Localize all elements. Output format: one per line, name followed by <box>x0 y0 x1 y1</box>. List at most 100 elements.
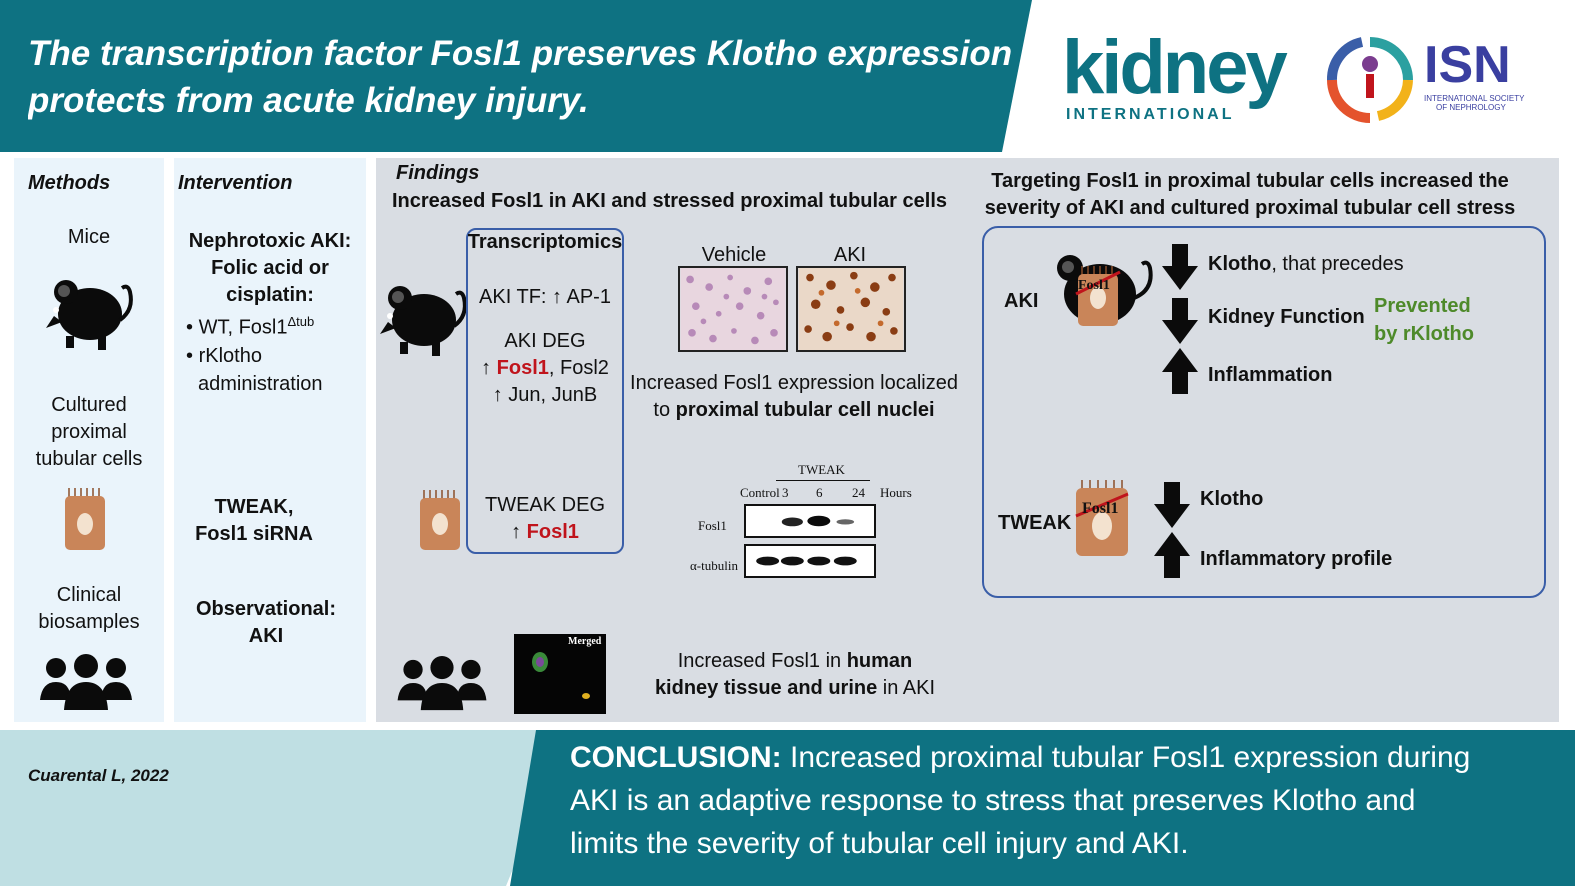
aki-tf-text: AKI TF: ↑ AP-1 <box>479 286 611 308</box>
prevented-line-1: Prevented <box>1374 295 1471 317</box>
logo-kidney-subtitle: INTERNATIONAL <box>1066 106 1235 123</box>
aki-deg-fosl1: Fosl1 <box>496 357 549 379</box>
blot-hours-label: Hours <box>880 485 912 500</box>
intervention-bullet-1-sup: Δtub <box>287 314 315 329</box>
tweak-deg-fosl1: Fosl1 <box>526 521 579 543</box>
tweak-klotho-down-arrow-icon <box>1154 482 1190 528</box>
targeting-title: Targeting Fosl1 in proximal tubular cell… <box>970 168 1530 222</box>
methods-clinical-line-2: biosamples <box>38 611 140 633</box>
aki-klotho-rest: , that precedes <box>1271 253 1404 275</box>
aki-deg-title: AKI DEG <box>504 330 586 352</box>
aki-crossed-fosl1-label: Fosl1 <box>1078 278 1110 293</box>
blot-tubulin-band-panel <box>744 544 876 578</box>
aki-deg-fosl-line: ↑ Fosl1, Fosl2 <box>462 355 628 382</box>
merged-label: Merged <box>568 636 602 647</box>
findings-mouse-icon <box>380 286 467 356</box>
conclusion-line-2: AKI is an adaptive response to stress th… <box>570 784 1416 817</box>
tubular-cell-icon <box>65 488 105 550</box>
human-caption-line-1: Increased Fosl1 in human <box>620 648 970 675</box>
isn-subtitle-1: INTERNATIONAL SOCIETY <box>1424 94 1525 103</box>
methods-heading: Methods <box>28 172 111 194</box>
bullet-dot: • <box>186 344 194 367</box>
blot-lane-24: 24 <box>852 485 865 500</box>
vehicle-label: Vehicle <box>701 244 767 266</box>
aki-deg-jun-line: ↑ Jun, JunB <box>492 384 598 406</box>
tweak-klotho-text: Klotho <box>1200 488 1264 510</box>
methods-cultured-line-2: proximal <box>51 421 127 443</box>
isn-wordmark: ISN <box>1424 36 1511 94</box>
bullet-dot: • <box>186 316 194 339</box>
blot-lane-6: 6 <box>816 485 823 500</box>
prevented-line-2: by rKlotho <box>1374 323 1474 345</box>
aki-klotho-down-arrow-icon <box>1162 244 1198 290</box>
intervention-heading: Intervention <box>178 172 293 194</box>
tweak-deg-block: TWEAK DEG ↑ Fosl1 <box>466 492 624 546</box>
conclusion-line-3: limits the severity of tubular cell inju… <box>570 827 1189 860</box>
aki-micrograph-label: AKI <box>833 244 867 266</box>
isn-logo-icon <box>1327 37 1413 123</box>
citation: Cuarental L, 2022 <box>28 766 169 785</box>
people-group-icon <box>40 654 132 710</box>
methods-mice-label: Mice <box>67 226 111 248</box>
aki-klotho-bold: Klotho <box>1208 253 1272 275</box>
intervention-bullet-2: • rKlotho <box>186 342 366 370</box>
header-banner <box>0 0 1032 152</box>
targeting-title-line-1: Targeting Fosl1 in proximal tubular cell… <box>991 170 1509 192</box>
conclusion-text: CONCLUSION: Increased proximal tubular F… <box>570 736 1560 865</box>
tweak-deg-title: TWEAK DEG <box>484 494 605 516</box>
human-finding-caption: Increased Fosl1 in human kidney tissue a… <box>620 648 970 702</box>
blot-fosl1-band-panel <box>744 504 876 538</box>
footer-banner <box>0 730 1575 886</box>
tweak-deg-fosl1-line: ↑ Fosl1 <box>466 519 624 546</box>
blot-tubulin-label: α-tubulin <box>690 558 738 573</box>
crossed-mouse-cell-icon <box>1057 255 1153 326</box>
tweak-crossed-fosl1-label: Fosl1 <box>1082 500 1119 517</box>
intervention-bullet-2-text: rKlotho <box>198 344 262 367</box>
ihc-caption-bold: proximal tubular cell nuclei <box>675 399 935 421</box>
page-title: The transcription factor Fosl1 preserves… <box>28 30 1028 124</box>
transcriptomics-box <box>466 228 624 554</box>
findings-heading: Findings <box>396 162 480 184</box>
blot-lane-3: 3 <box>782 485 789 500</box>
conclusion-line-1: CONCLUSION: Increased proximal tubular F… <box>570 736 1560 779</box>
title-line-2: protects from acute kidney injury. <box>28 81 589 120</box>
aki-deg-block: AKI DEG ↑ Fosl1, Fosl2 ↑ Jun, JunB <box>462 328 628 409</box>
logo-kidney-wordmark: kidney <box>1062 25 1288 110</box>
ihc-caption-line-2: to proximal tubular cell nuclei <box>624 397 964 424</box>
transcriptomics-title: Transcriptomics <box>467 231 623 253</box>
tweak-inflammatory-up-arrow-icon <box>1154 532 1190 578</box>
intervention-nephro-line-2: Folic acid or <box>211 257 329 279</box>
intervention-tweak: TWEAK, Fosl1 siRNA <box>158 494 350 548</box>
findings-panel <box>376 158 1559 722</box>
up-arrow-icon: ↑ <box>481 357 497 379</box>
intervention-nephrotoxic: Nephrotoxic AKI: Folic acid or cisplatin… <box>174 228 366 309</box>
findings-subtitle: Increased Fosl1 in AKI and stressed prox… <box>392 190 947 212</box>
aki-klotho-text: Klotho, that precedes <box>1208 253 1404 276</box>
isn-subtitle-2: OF NEPHROLOGY <box>1436 103 1506 112</box>
human-caption-bold-2: kidney tissue and urine <box>654 677 878 699</box>
intervention-observational: Observational: AKI <box>170 596 362 650</box>
human-caption-suffix: in AKI <box>877 677 936 699</box>
intervention-nephro-line-3: cisplatin: <box>226 284 314 306</box>
title-line-1: The transcription factor Fosl1 preserves… <box>28 34 1028 73</box>
intervention-bullet-1-text: WT, Fosl1 <box>198 316 288 339</box>
crossed-tubular-cell-icon <box>1075 480 1129 556</box>
methods-panel <box>14 158 164 722</box>
intervention-obs-line-1: Observational: <box>195 598 337 620</box>
intervention-obs-line-2: AKI <box>248 625 284 647</box>
blot-tweak-title: TWEAK <box>798 462 845 477</box>
ihc-caption-line-1: Increased Fosl1 expression localized <box>630 372 958 394</box>
aki-deg-fosl2: , Fosl2 <box>548 357 609 379</box>
findings-people-group-icon <box>397 656 487 711</box>
intervention-bullet-1: • WT, Fosl1Δtub <box>186 308 366 342</box>
methods-clinical-label: Clinical biosamples <box>14 582 164 636</box>
targeting-title-line-2: severity of AKI and cultured proximal tu… <box>984 197 1516 219</box>
merged-fluorescence-image <box>514 634 606 714</box>
intervention-bullet-list: • WT, Fosl1Δtub • rKlotho administration <box>186 308 366 398</box>
up-arrow-icon: ↑ <box>511 521 527 543</box>
intervention-nephro-line-1: Nephrotoxic AKI: <box>188 230 352 252</box>
methods-cultured-line-3: tubular cells <box>35 448 143 470</box>
human-caption-bold-1: human <box>846 650 913 672</box>
aki-micrograph <box>796 266 906 352</box>
targeting-tweak-label: TWEAK <box>998 512 1072 534</box>
